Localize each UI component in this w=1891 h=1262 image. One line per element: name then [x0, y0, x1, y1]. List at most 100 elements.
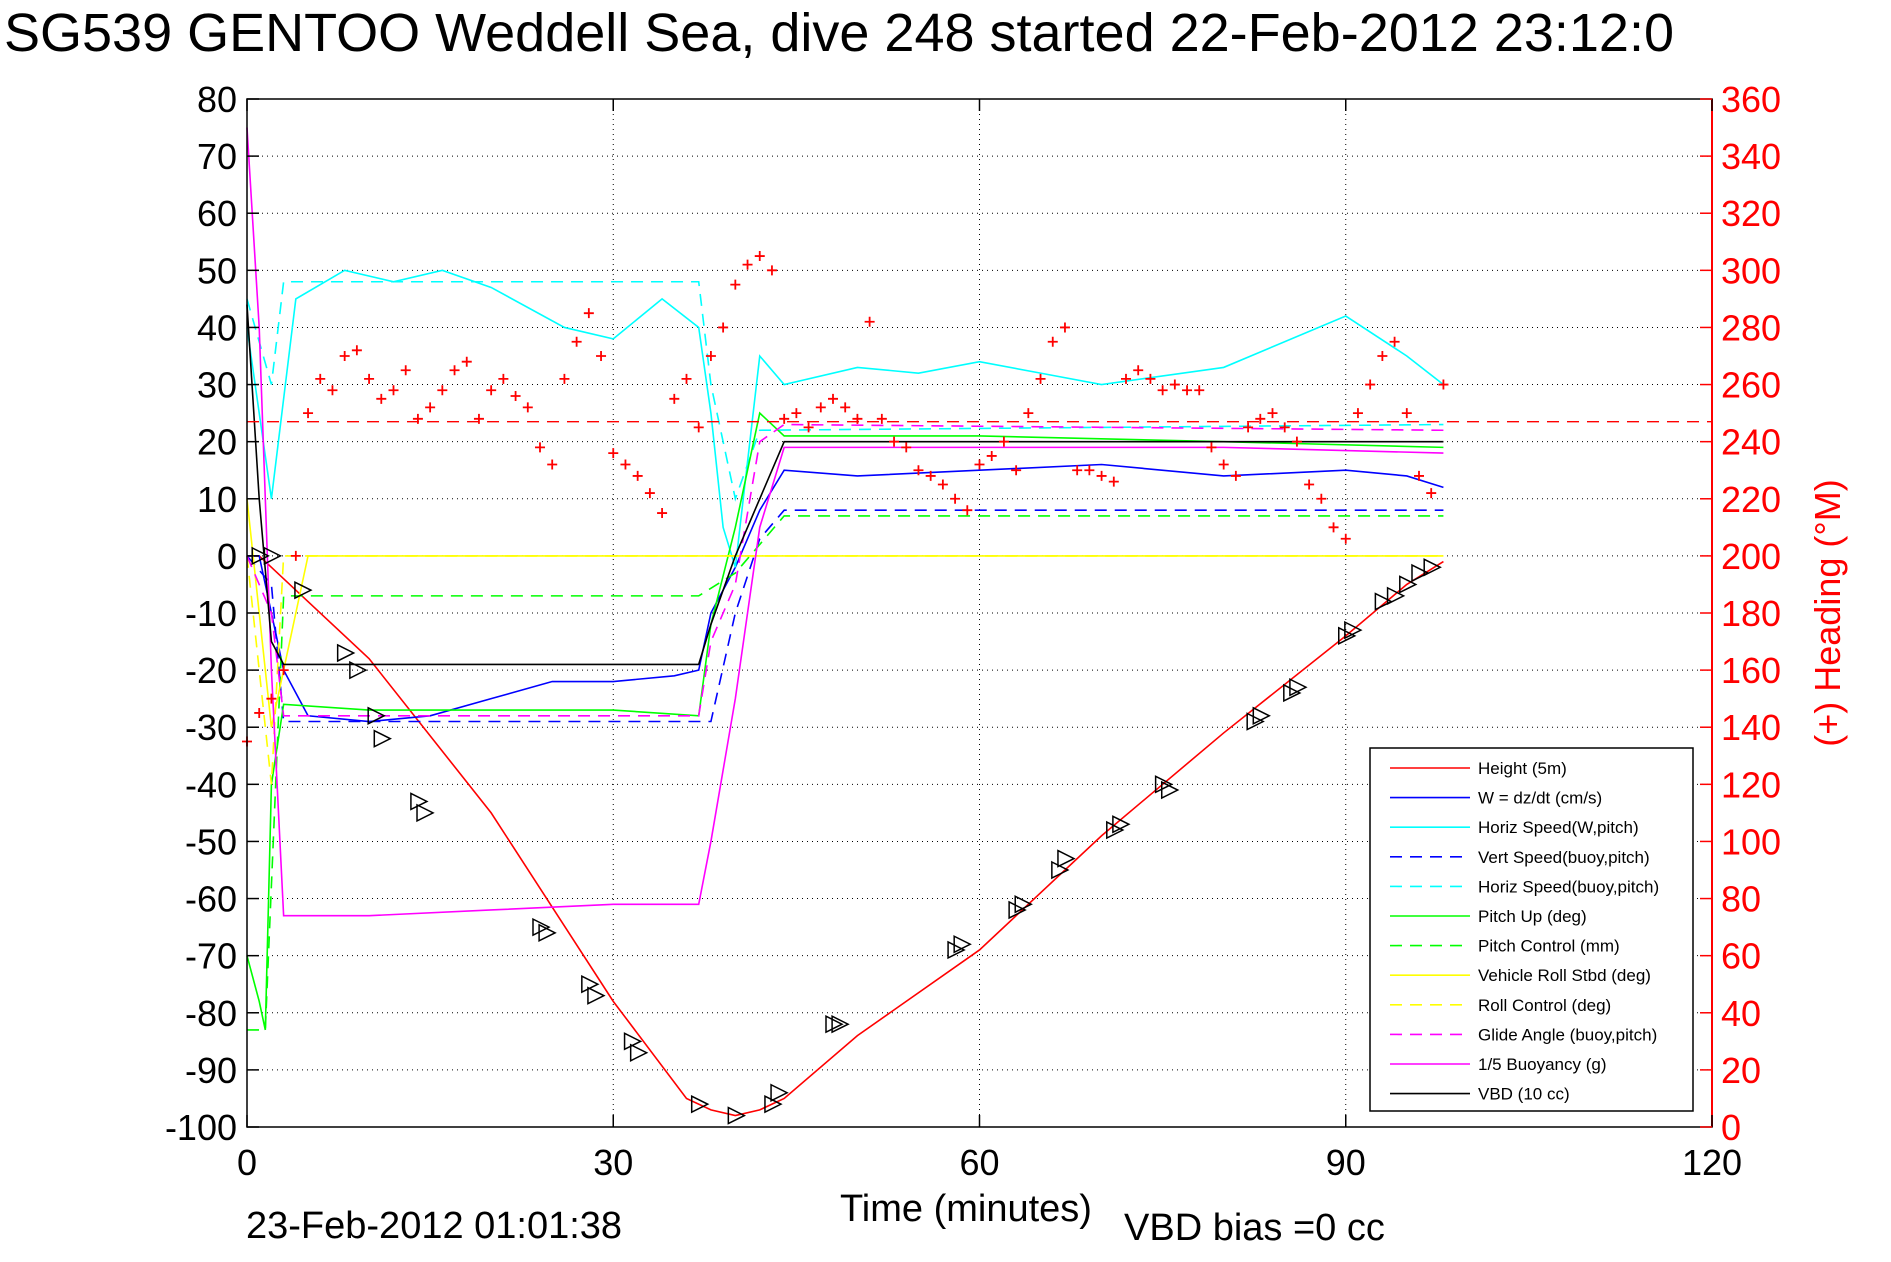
heading-point: [657, 508, 668, 519]
heading-point: [1243, 422, 1254, 433]
y-tick-label: 50: [197, 250, 237, 291]
heading-point: [1072, 465, 1083, 476]
heading-point: [583, 308, 594, 319]
vbd-triangle-marker: [1057, 849, 1076, 868]
heading-point: [1011, 465, 1022, 476]
legend-box: [1369, 747, 1694, 1112]
heading-point: [779, 413, 790, 424]
y-right-tick-label: 220: [1721, 479, 1781, 520]
legend-entry-label: VBD (10 cc): [1478, 1085, 1570, 1104]
vbd-triangle-marker: [373, 729, 392, 748]
vbd-triangle-marker: [1106, 820, 1125, 840]
vbd-triangle-marker: [1154, 775, 1174, 794]
y-tick-label: 20: [197, 422, 237, 463]
heading-point: [1157, 385, 1168, 396]
y-right-tick-label: 340: [1721, 136, 1781, 177]
heading-point: [266, 693, 277, 704]
series-line-6: [247, 515, 1444, 1031]
y-tick-label: -30: [185, 707, 237, 748]
heading-point: [449, 365, 460, 376]
heading-point: [705, 351, 716, 361]
heading-point: [278, 665, 289, 676]
y-tick-label: 60: [197, 193, 237, 234]
heading-point: [1401, 408, 1412, 419]
vbd-triangle-marker: [1008, 900, 1027, 920]
y-tick-label: 0: [217, 536, 237, 577]
legend: Height (5m) W = dz/dt (cm/s) Horiz Speed(W…: [1369, 747, 1694, 1112]
y-right-tick-label: 280: [1721, 307, 1781, 348]
heading-point: [766, 265, 777, 276]
heading-point: [1059, 322, 1070, 333]
y-right-tick-label: 60: [1721, 936, 1761, 977]
heading-point: [339, 351, 350, 361]
legend-entry-label: Vehicle Roll Stbd (deg): [1478, 966, 1651, 985]
heading-point: [889, 436, 900, 447]
y-right-tick-label: 200: [1721, 536, 1781, 577]
vbd-triangle-marker: [1374, 592, 1394, 611]
vbd-triangle-marker: [629, 1043, 649, 1062]
heading-point: [803, 422, 814, 433]
heading-point: [1023, 408, 1034, 419]
heading-point: [669, 393, 680, 404]
series-line-8: [246, 555, 1444, 785]
vbd-triangle-marker: [367, 706, 386, 726]
heading-point: [1340, 533, 1351, 544]
vbd-triangle-marker: [1399, 575, 1418, 594]
heading-point: [1218, 459, 1229, 470]
heading-point: [1279, 422, 1290, 433]
y-right-axis-label: (+) Heading (°M): [1807, 479, 1848, 746]
heading-point: [950, 493, 961, 504]
y-right-tick-label: 100: [1721, 821, 1781, 862]
y-right-tick-label: 160: [1721, 650, 1781, 691]
x-tick-label: 0: [237, 1142, 257, 1183]
heading-point: [1304, 479, 1315, 490]
heading-point: [632, 470, 643, 481]
x-axis-label: Time (minutes): [840, 1188, 1092, 1230]
vbd-triangle-marker: [1338, 626, 1357, 646]
heading-point: [559, 373, 570, 384]
vbd-triangle-marker: [410, 792, 429, 811]
heading-point: [925, 470, 936, 481]
vbd-triangle-marker: [690, 1094, 710, 1114]
legend-entry-label: Vert Speed(buoy,pitch): [1478, 848, 1650, 867]
series-line-10: [246, 127, 1444, 917]
vbd-triangle-marker: [770, 1083, 789, 1102]
heading-point: [596, 351, 607, 361]
vbd-triangle-marker: [294, 580, 313, 600]
vbd-triangle-marker: [1423, 558, 1442, 577]
heading-point: [1133, 365, 1144, 376]
vbd-triangle-marker: [1246, 712, 1265, 731]
legend-entry-label: W = dz/dt (cm/s): [1478, 789, 1602, 808]
vbd-triangle-marker: [1386, 586, 1406, 606]
y-tick-label: 40: [197, 307, 237, 348]
y-right-tick-label: 120: [1721, 764, 1781, 805]
heading-point: [1389, 336, 1400, 347]
heading-point: [400, 365, 411, 376]
y-tick-label: -80: [185, 993, 237, 1034]
chart-title: SG539 GENTOO Weddell Sea, dive 248 start…: [4, 3, 1674, 63]
heading-point: [1047, 336, 1058, 347]
heading-point: [1206, 442, 1217, 453]
series-line-1: [247, 463, 1444, 723]
vbd-triangle-marker: [532, 917, 551, 937]
heading-point: [1096, 470, 1107, 481]
heading-point: [901, 442, 912, 453]
heading-point: [1169, 379, 1180, 390]
heading-point: [1377, 351, 1388, 361]
heading-point: [303, 408, 314, 419]
heading-point: [913, 465, 924, 476]
vbd-triangle-marker: [1344, 620, 1363, 640]
y-right-tick-label: 40: [1721, 993, 1761, 1034]
heading-point: [535, 442, 545, 453]
heading-point: [998, 436, 1009, 447]
heading-point: [571, 336, 582, 347]
y-tick-label: -20: [185, 650, 237, 691]
heading-point: [1182, 385, 1193, 396]
x-tick-label: 120: [1682, 1142, 1742, 1183]
heading-point: [437, 385, 448, 396]
vbd-triangle-marker: [587, 986, 606, 1005]
heading-point: [754, 251, 765, 262]
heading-point: [681, 373, 692, 384]
heading-point: [876, 413, 887, 424]
